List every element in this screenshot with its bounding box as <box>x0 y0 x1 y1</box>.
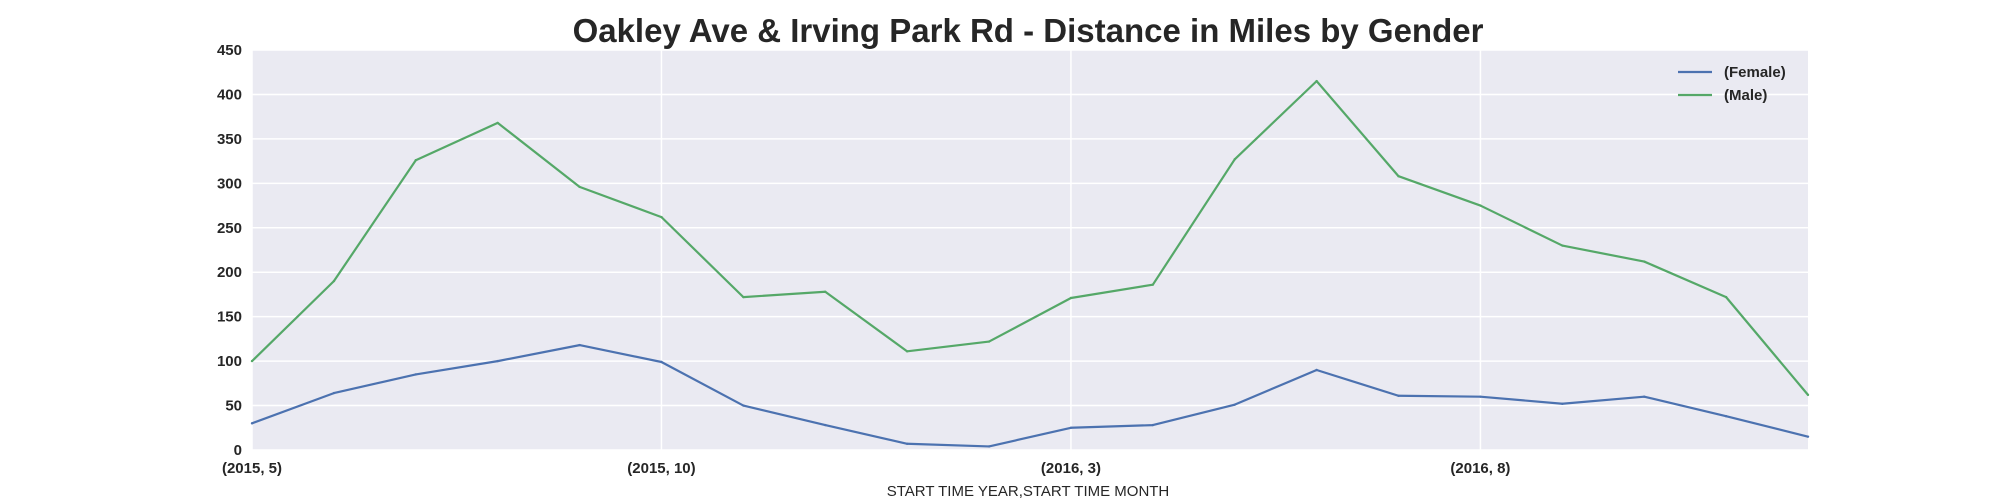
y-tick-label: 100 <box>217 353 242 370</box>
data-point <box>496 359 499 363</box>
data-point <box>1069 296 1073 300</box>
data-point <box>1233 158 1236 161</box>
data-point <box>742 404 745 407</box>
data-point <box>987 340 991 343</box>
chart-title: Oakley Ave & Irving Park Rd - Distance i… <box>573 12 1484 49</box>
y-tick-label: 0 <box>234 442 242 459</box>
data-point <box>1724 415 1728 418</box>
data-point <box>660 215 663 219</box>
data-point <box>987 445 991 448</box>
data-point <box>496 121 499 125</box>
y-axis-ticks: 0 50 100 150 200 250 300 350 400 450 <box>217 42 242 459</box>
y-tick-label: 300 <box>217 175 242 192</box>
y-tick-label: 50 <box>225 398 242 415</box>
data-point <box>742 295 745 299</box>
data-point <box>414 159 417 162</box>
legend-label: (Male) <box>1724 87 1767 104</box>
plot-area <box>252 50 1808 450</box>
data-point <box>824 290 827 293</box>
data-point <box>1397 394 1400 397</box>
data-point <box>578 343 581 347</box>
series-line <box>251 80 1809 396</box>
series-line <box>251 344 1809 448</box>
y-tick-label: 350 <box>217 131 242 148</box>
data-point <box>1561 402 1564 405</box>
data-point <box>1561 244 1564 247</box>
data-point <box>250 422 254 425</box>
grid-lines <box>251 49 1808 451</box>
data-point <box>1315 368 1318 372</box>
x-axis-label: START TIME YEAR,START TIME MONTH <box>887 483 1170 500</box>
y-tick-label: 200 <box>217 264 242 281</box>
data-point <box>1479 395 1482 398</box>
y-tick-label: 400 <box>217 86 242 103</box>
data-point <box>660 360 663 364</box>
x-tick-label: (2015, 5) <box>222 460 282 477</box>
data-point <box>332 279 336 283</box>
series-female <box>250 343 1810 448</box>
legend-label: (Female) <box>1724 64 1786 81</box>
data-point <box>824 423 827 427</box>
data-point <box>1643 260 1646 263</box>
data-point <box>905 442 909 445</box>
data-point <box>1069 426 1073 429</box>
data-point <box>250 359 254 363</box>
data-point <box>1397 175 1400 178</box>
data-point <box>414 373 417 376</box>
data-point <box>1806 435 1810 438</box>
data-point <box>1724 295 1728 299</box>
y-tick-label: 250 <box>217 220 242 237</box>
data-point <box>578 185 581 189</box>
data-point <box>1643 395 1646 398</box>
data-point <box>1151 283 1155 286</box>
x-axis-ticks: (2015, 5) (2015, 10) (2016, 3) (2016, 8) <box>222 460 1510 477</box>
data-point <box>1806 393 1810 397</box>
data-point <box>1479 204 1482 207</box>
legend: (Female) (Male) <box>1678 64 1786 104</box>
x-tick-label: (2016, 8) <box>1450 460 1510 477</box>
y-tick-label: 150 <box>217 309 242 326</box>
y-tick-label: 450 <box>217 42 242 59</box>
data-point <box>1315 79 1318 83</box>
series-male <box>250 79 1810 397</box>
data-point <box>1233 403 1236 406</box>
data-point <box>905 350 909 353</box>
series-lines <box>250 79 1810 448</box>
x-tick-label: (2015, 10) <box>627 460 695 477</box>
data-point <box>1151 423 1155 427</box>
data-point <box>332 391 336 395</box>
x-tick-label: (2016, 3) <box>1041 460 1101 477</box>
